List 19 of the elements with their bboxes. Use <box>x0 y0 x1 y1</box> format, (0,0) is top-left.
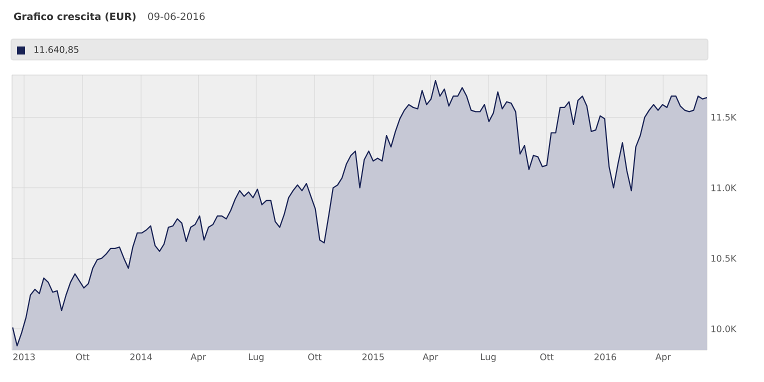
y-tick-label: 11.5K <box>712 114 737 121</box>
x-tick-label: 2015 <box>362 354 384 360</box>
x-tick-label: Lug <box>248 354 264 362</box>
x-tick-label: Apr <box>422 354 438 362</box>
y-tick-label: 10.5K <box>712 254 737 262</box>
y-tick-label: 10.0K <box>712 325 737 332</box>
y-tick-label: 11.0K <box>712 184 737 192</box>
chart-title: Grafico crescita (EUR) <box>14 12 136 22</box>
x-tick-label: Ott <box>308 354 322 360</box>
x-tick-label: Ott <box>540 354 554 360</box>
chart-subtitle: 09-06-2016 <box>148 12 205 20</box>
x-tick-label: 2013 <box>13 354 35 360</box>
x-tick-label: Ott <box>76 354 90 360</box>
text: 11.640,85 <box>34 46 78 54</box>
x-tick-label: Apr <box>190 354 206 362</box>
x-tick-label: 2016 <box>594 354 616 360</box>
x-tick-label: Lug <box>481 354 496 362</box>
x-tick-label: 2014 <box>130 354 152 360</box>
x-tick-label: Apr <box>655 354 671 362</box>
